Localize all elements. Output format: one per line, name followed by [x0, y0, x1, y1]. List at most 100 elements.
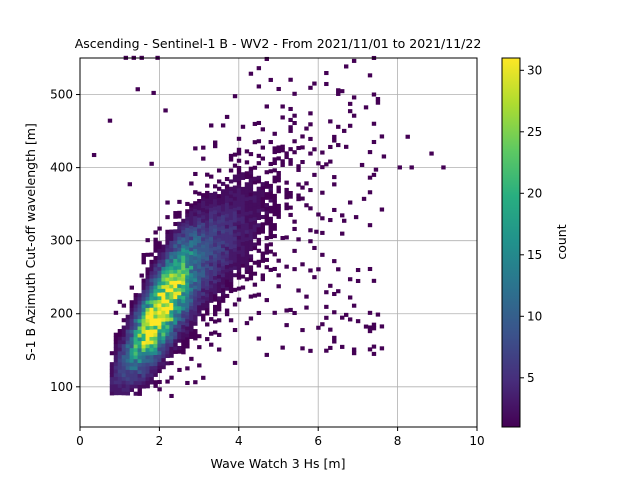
heatmap-cell	[181, 339, 186, 344]
heatmap-cell	[177, 291, 182, 296]
heatmap-cell	[173, 214, 178, 219]
heatmap-cell	[244, 266, 250, 271]
heatmap-cell	[228, 278, 234, 283]
heatmap-cell	[157, 387, 162, 392]
heatmap-cell	[149, 362, 154, 367]
heatmap-cell	[197, 272, 202, 277]
heatmap-cell	[173, 306, 178, 311]
heatmap-cell	[133, 307, 138, 312]
heatmap-cell	[216, 259, 222, 264]
heatmap-cell	[169, 328, 174, 333]
heatmap-cell	[276, 211, 281, 216]
heatmap-cell	[121, 362, 127, 367]
heatmap-cell	[157, 328, 162, 333]
heatmap-cell	[244, 233, 250, 238]
heatmap-cell	[224, 264, 230, 269]
heatmap-cell	[117, 343, 123, 348]
heatmap-cell	[201, 313, 206, 318]
heatmap-cell	[332, 335, 337, 340]
heatmap-cell	[276, 189, 281, 194]
heatmap-cell	[193, 299, 198, 304]
heatmap-cell	[141, 296, 146, 301]
heatmap-cell	[109, 351, 115, 356]
heatmap-cell	[161, 354, 166, 359]
heatmap-cell	[224, 209, 230, 214]
heatmap-cell	[312, 245, 317, 250]
heatmap-cell	[248, 236, 254, 241]
heatmap-cell	[145, 296, 150, 301]
heatmap-cell	[248, 243, 254, 248]
heatmap-cell	[244, 269, 250, 274]
heatmap-cell	[157, 248, 162, 253]
heatmap-cell	[135, 87, 140, 92]
heatmap-cell	[324, 162, 329, 167]
heatmap-cell	[367, 310, 373, 315]
heatmap-cell	[141, 285, 146, 290]
heatmap-cell	[264, 214, 269, 219]
colorbar-tick-label: 20	[527, 186, 542, 200]
heatmap-cell	[141, 333, 146, 338]
heatmap-cell	[213, 275, 218, 280]
heatmap-cell	[165, 277, 170, 282]
heatmap-cell	[173, 313, 178, 318]
heatmap-cell	[161, 244, 166, 249]
heatmap-cell	[181, 284, 186, 289]
heatmap-cell	[149, 373, 154, 378]
heatmap-cell	[292, 150, 297, 155]
heatmap-cell	[153, 277, 158, 282]
heatmap-cell	[260, 277, 265, 282]
heatmap-cell	[232, 222, 238, 227]
heatmap-cell	[209, 287, 214, 292]
heatmap-cell	[161, 292, 166, 297]
heatmap-cell	[109, 380, 115, 385]
heatmap-cell	[129, 303, 134, 308]
heatmap-cell	[145, 322, 150, 327]
heatmap-cell	[193, 281, 198, 286]
heatmap-cell	[189, 287, 194, 292]
heatmap-cell	[316, 212, 321, 217]
heatmap-cell	[228, 168, 234, 173]
heatmap-cell	[169, 295, 174, 300]
heatmap-cell	[181, 302, 186, 307]
heatmap-cell	[149, 285, 154, 290]
heatmap-cell	[189, 254, 194, 259]
heatmap-cell	[197, 242, 202, 247]
heatmap-cell	[177, 251, 182, 256]
heatmap-cell	[109, 373, 115, 378]
heatmap-cell	[161, 310, 166, 315]
heatmap-cell	[224, 217, 230, 222]
heatmap-cell	[209, 207, 214, 212]
heatmap-cell	[371, 351, 377, 356]
heatmap-cell	[141, 252, 146, 258]
heatmap-cell	[137, 351, 142, 356]
heatmap-cell	[284, 308, 289, 313]
heatmap-cell	[308, 85, 313, 90]
heatmap-cell	[149, 161, 154, 166]
heatmap-cell	[320, 216, 325, 221]
heatmap-cell	[216, 347, 222, 352]
heatmap-cell	[177, 367, 182, 372]
heatmap-cell	[181, 222, 186, 227]
heatmap-cell	[353, 215, 359, 220]
heatmap-cell	[153, 270, 158, 275]
heatmap-cell	[113, 369, 119, 374]
heatmap-cell	[173, 287, 178, 292]
heatmap-cell	[181, 306, 186, 311]
heatmap-cell	[300, 346, 305, 351]
heatmap-cell	[280, 104, 285, 109]
heatmap-cell	[133, 336, 138, 341]
heatmap-cell	[165, 233, 170, 238]
heatmap-cell	[292, 219, 297, 224]
heatmap-cell	[153, 332, 158, 337]
heatmap-cell	[149, 321, 154, 327]
heatmap-cell	[256, 194, 262, 199]
heatmap-cell	[189, 320, 194, 325]
heatmap-cell	[169, 251, 174, 256]
heatmap-cell	[280, 115, 285, 120]
heatmap-cell	[268, 169, 273, 174]
heatmap-cell	[363, 105, 369, 110]
heatmap-cell	[185, 267, 190, 272]
heatmap-cell	[181, 328, 186, 333]
heatmap-cell	[260, 185, 265, 190]
heatmap-cell	[109, 365, 115, 370]
